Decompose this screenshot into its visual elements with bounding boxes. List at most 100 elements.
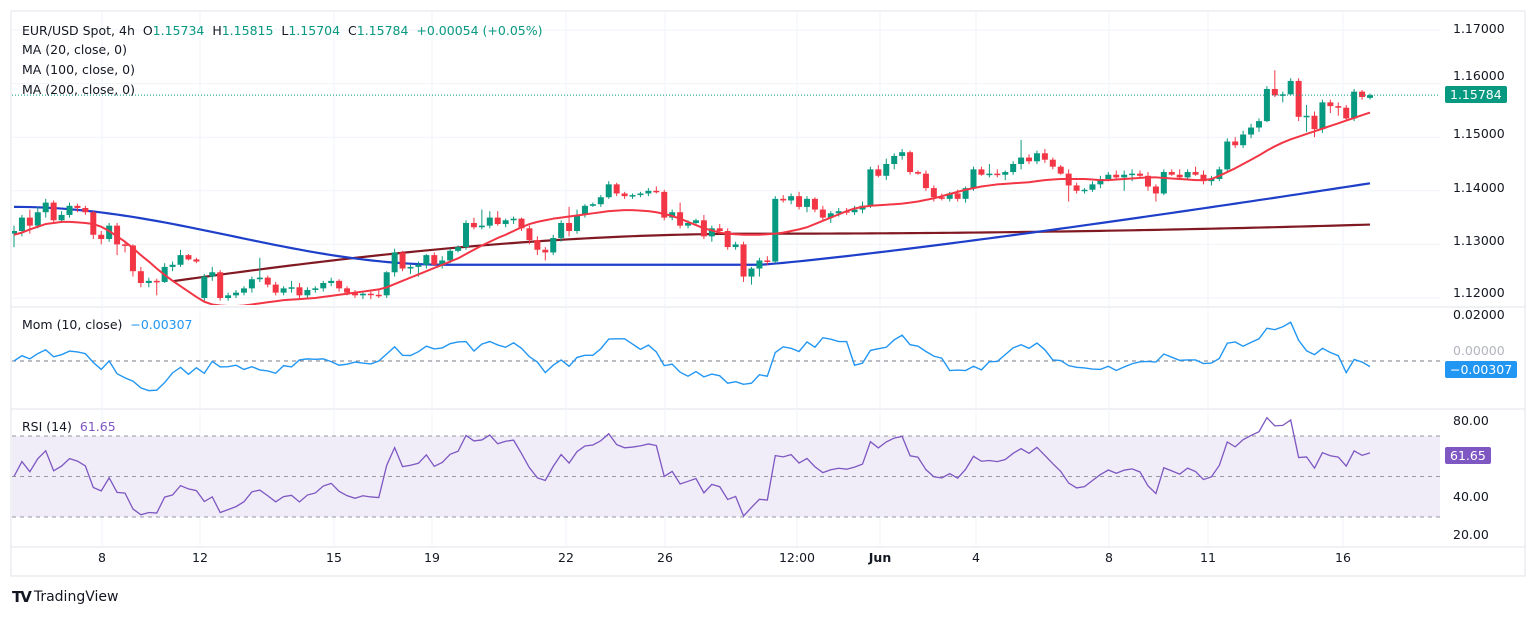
candle-body	[708, 228, 715, 237]
candle-body	[574, 214, 581, 231]
candle-body	[137, 271, 144, 283]
candle	[153, 278, 160, 296]
high-label: H	[212, 23, 222, 38]
candle-body	[558, 222, 565, 238]
candle-body	[502, 220, 509, 225]
candle-body	[922, 173, 929, 189]
symbol-title: EUR/USD Spot, 4h	[22, 23, 135, 38]
ma200-legend[interactable]: MA (200, close, 0)	[22, 82, 135, 97]
candle-body	[1073, 185, 1080, 191]
candle-body	[145, 280, 152, 283]
time-tick: 15	[326, 550, 342, 565]
candle-body	[344, 288, 351, 293]
ma20-legend[interactable]: MA (20, close, 0)	[22, 42, 128, 57]
candle	[1255, 118, 1262, 132]
candle	[883, 158, 890, 181]
candle-body	[891, 155, 898, 164]
candle	[875, 165, 882, 178]
candle	[1200, 170, 1207, 185]
candle-body	[98, 234, 105, 240]
candle-body	[217, 272, 224, 298]
candle-body	[1335, 106, 1342, 108]
open-value: 1.15734	[152, 23, 205, 38]
candle-body	[1010, 164, 1017, 173]
candle	[708, 225, 715, 242]
candle-body	[962, 188, 969, 199]
candle	[1002, 170, 1009, 181]
candle-body	[328, 280, 335, 283]
candle-body	[129, 245, 136, 272]
candle	[1367, 93, 1373, 100]
ma100-legend[interactable]: MA (100, close, 0)	[22, 62, 135, 77]
candle-body	[478, 225, 485, 228]
candle	[1089, 181, 1096, 192]
candle	[177, 249, 184, 267]
candle-body	[661, 191, 668, 218]
candle-body	[1319, 102, 1326, 130]
candle-body	[42, 202, 49, 213]
candle-body	[272, 284, 279, 293]
candle-body	[1049, 159, 1056, 167]
momentum-path	[13, 321, 1371, 392]
candle-body	[1287, 80, 1294, 95]
candle-body	[494, 217, 501, 225]
candle	[1335, 102, 1342, 116]
candle	[296, 282, 303, 298]
candle	[542, 247, 549, 261]
candle	[129, 244, 136, 277]
candle	[970, 166, 977, 191]
time-tick: 8	[98, 550, 106, 565]
candle-body	[875, 169, 882, 176]
candle-body	[1200, 174, 1207, 182]
time-tick: 19	[424, 550, 440, 565]
candle-body	[486, 217, 493, 226]
candle	[796, 191, 803, 210]
candle	[1232, 137, 1239, 148]
candle-body	[391, 252, 398, 273]
candle	[66, 202, 73, 218]
candle-body	[1367, 95, 1373, 98]
candle	[1343, 105, 1350, 122]
momentum-line	[12, 321, 1440, 392]
candle	[661, 189, 668, 221]
tradingview-brand[interactable]: 𝗧𝗩 TradingView	[12, 588, 118, 606]
candle-body	[1192, 172, 1199, 175]
rsi-legend[interactable]: RSI (14) 61.65	[22, 418, 116, 436]
candle	[819, 205, 826, 221]
price-tick: 1.16000	[1453, 68, 1505, 83]
candle	[613, 182, 620, 197]
candle	[566, 206, 573, 237]
ma20-path	[13, 111, 1371, 305]
candle	[732, 241, 739, 250]
candle-body	[907, 152, 914, 173]
ma100-path	[13, 182, 1371, 266]
candle	[605, 181, 612, 199]
candle-body	[915, 172, 921, 174]
symbol-legend: EUR/USD Spot, 4h O1.15734 H1.15815 L1.15…	[22, 22, 542, 40]
candle-body	[114, 225, 121, 245]
candle-body	[518, 218, 525, 229]
candle	[233, 289, 240, 298]
candle-body	[946, 193, 953, 199]
candle	[375, 289, 382, 298]
candle	[351, 289, 358, 298]
candle-body	[653, 190, 660, 193]
candle	[788, 193, 795, 205]
close-label: C	[348, 23, 357, 38]
ma20-line	[13, 111, 1371, 305]
candle-body	[954, 193, 961, 199]
momentum-legend[interactable]: Mom (10, close) −0.00307	[22, 316, 193, 334]
candle	[1097, 175, 1104, 189]
candle-body	[994, 173, 1001, 176]
candle-body	[1263, 88, 1270, 122]
rsi-tick: 20.00	[1453, 527, 1489, 542]
candle	[526, 225, 533, 245]
time-tick: 8	[1105, 550, 1113, 565]
candle-body	[415, 264, 422, 267]
candle	[645, 188, 652, 197]
candle	[431, 252, 438, 266]
candle-body	[367, 293, 374, 296]
low-label: L	[281, 23, 289, 38]
open-label: O	[142, 23, 153, 38]
